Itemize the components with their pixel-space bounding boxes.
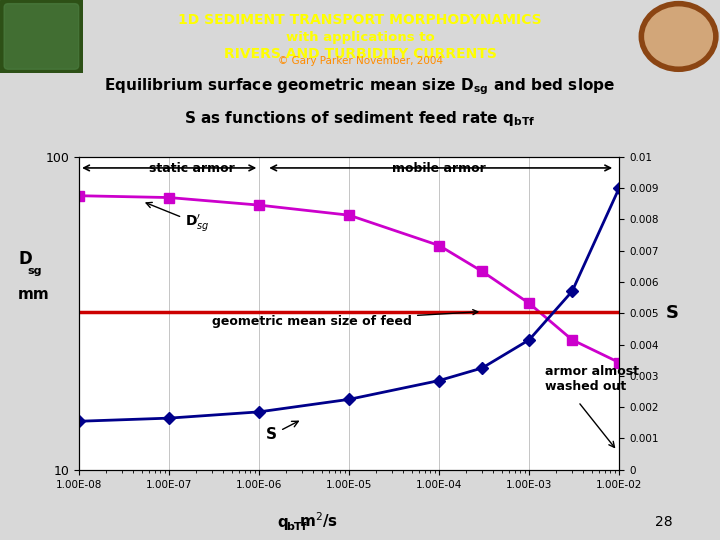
Circle shape — [642, 4, 715, 69]
Text: sg: sg — [27, 266, 42, 276]
Text: D$^{\prime}_{sg}$: D$^{\prime}_{sg}$ — [146, 202, 210, 234]
Text: armor almost
washed out: armor almost washed out — [545, 365, 639, 393]
Text: Equilibrium surface geometric mean size $\mathbf{D_{sg}}$ and bed slope: Equilibrium surface geometric mean size … — [104, 76, 616, 97]
Text: q: q — [277, 515, 288, 530]
Text: bTf: bTf — [286, 522, 307, 532]
Text: mobile armor: mobile armor — [392, 163, 486, 176]
Text: 28: 28 — [655, 516, 672, 530]
Text: S: S — [266, 421, 298, 442]
Text: static armor: static armor — [149, 163, 235, 176]
Text: m$^2$/s: m$^2$/s — [299, 510, 338, 530]
Text: with applications to: with applications to — [286, 31, 434, 44]
Text: $\mathbf{S}$ as functions of sediment feed rate $\mathbf{q_{bTf}}$: $\mathbf{S}$ as functions of sediment fe… — [184, 109, 536, 128]
FancyBboxPatch shape — [4, 4, 78, 69]
Text: mm: mm — [17, 287, 49, 302]
Text: RIVERS AND TURBIDITY CURRENTS: RIVERS AND TURBIDITY CURRENTS — [224, 46, 496, 60]
Text: © Gary Parker November, 2004: © Gary Parker November, 2004 — [277, 56, 443, 65]
Y-axis label: S: S — [666, 304, 679, 322]
Text: D: D — [18, 250, 32, 268]
Text: geometric mean size of feed: geometric mean size of feed — [212, 309, 478, 328]
Text: 1D SEDIMENT TRANSPORT MORPHODYNAMICS: 1D SEDIMENT TRANSPORT MORPHODYNAMICS — [178, 13, 542, 27]
